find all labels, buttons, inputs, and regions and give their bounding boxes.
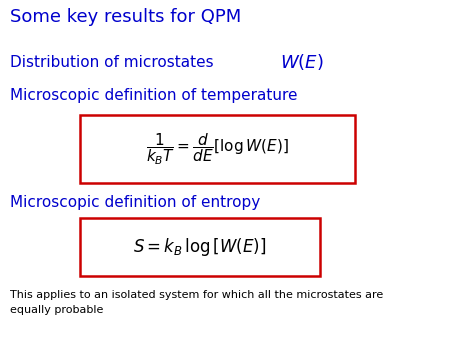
Text: Distribution of microstates: Distribution of microstates bbox=[10, 55, 214, 70]
Text: This applies to an isolated system for which all the microstates are: This applies to an isolated system for w… bbox=[10, 290, 383, 300]
Bar bbox=[80, 218, 320, 276]
Text: equally probable: equally probable bbox=[10, 305, 104, 315]
Text: Some key results for QPM: Some key results for QPM bbox=[10, 8, 241, 26]
Text: $\dfrac{1}{k_{B}T} = \dfrac{d}{dE}\left[\log W(E)\right]$: $\dfrac{1}{k_{B}T} = \dfrac{d}{dE}\left[… bbox=[146, 131, 289, 167]
Text: Microscopic definition of temperature: Microscopic definition of temperature bbox=[10, 88, 297, 103]
Text: $W(E)$: $W(E)$ bbox=[280, 52, 324, 72]
Bar bbox=[80, 115, 355, 183]
Text: Microscopic definition of entropy: Microscopic definition of entropy bbox=[10, 195, 260, 210]
Text: $S = k_{B}\, \log\left[W(E)\right]$: $S = k_{B}\, \log\left[W(E)\right]$ bbox=[133, 236, 267, 258]
